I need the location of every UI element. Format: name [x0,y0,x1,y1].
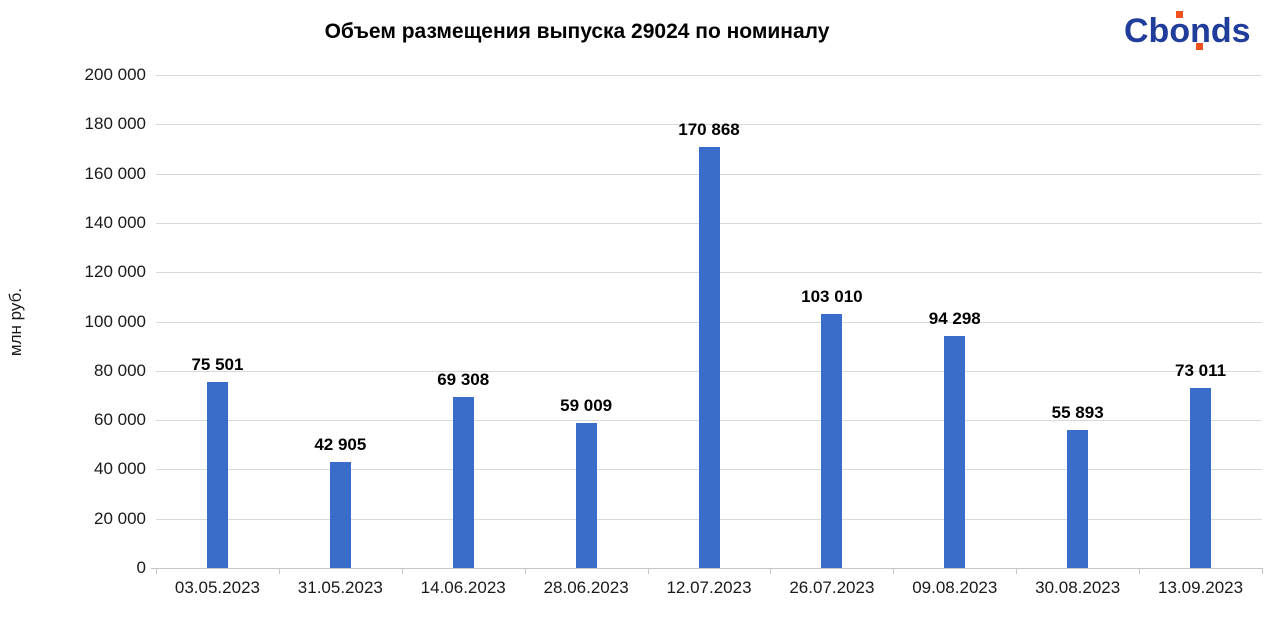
x-tick-label: 14.06.2023 [420,578,506,597]
bar-value-label: 94 298 [928,309,981,328]
bar [698,147,720,568]
bar-value-label: 55 893 [1051,403,1104,422]
x-axis-tick [1139,568,1141,574]
x-axis-tick [1016,568,1018,574]
y-tick-label: 100 000 [84,311,146,331]
x-tick-label: 31.05.2023 [297,578,383,597]
bar [821,314,843,568]
x-axis-tick [647,568,649,574]
x-tick-label: 13.09.2023 [1158,578,1244,597]
cbonds-logo-accent-square-bottom [1196,43,1203,50]
bar-value-label: 170 868 [678,120,740,139]
bar [206,382,228,568]
x-axis-tick [524,568,526,574]
gridline [156,124,1262,126]
bar-value-label: 42 905 [314,435,367,454]
chart-title: Объем размещения выпуска 29024 по номина… [324,20,830,43]
bar [452,397,474,568]
x-tick-label: 30.08.2023 [1035,578,1121,597]
y-tick-label: 180 000 [84,114,146,134]
bar-value-label: 73 011 [1175,361,1227,380]
cbonds-logo-accent-square-top [1176,11,1183,18]
x-tick-label: 09.08.2023 [912,578,998,597]
y-tick-label: 80 000 [94,360,146,380]
y-tick-label: 160 000 [84,163,146,183]
bar-value-label: 69 308 [437,370,490,389]
x-axis-tick [893,568,895,574]
bar [1190,388,1212,568]
y-tick-label: 0 [136,558,146,577]
y-tick-label: 140 000 [84,212,146,232]
x-tick-label: 03.05.2023 [174,578,260,597]
cbonds-logo-text: Cbonds [1124,12,1251,50]
y-tick-label: 60 000 [94,410,146,430]
bar [1067,430,1089,568]
y-tick-label: 20 000 [94,508,146,528]
x-axis-tick [770,568,772,574]
y-tick-label: 200 000 [84,65,146,84]
x-axis-tick [156,568,157,574]
x-axis-tick [401,568,403,574]
x-tick-label: 28.06.2023 [543,578,629,597]
x-axis-line [151,568,1262,569]
x-tick-label: 12.07.2023 [666,578,752,597]
bar-value-label: 75 501 [191,355,244,374]
cbonds-logo: Cbonds [1124,10,1260,52]
x-tick-label: 26.07.2023 [789,578,875,597]
bar [575,423,597,568]
bar [329,462,351,568]
bar [944,336,966,568]
x-axis-tick [1262,568,1263,574]
x-axis-tick [278,568,280,574]
y-tick-label: 40 000 [94,459,146,479]
y-tick-label: 120 000 [84,262,146,282]
bar-value-label: 59 009 [560,396,613,415]
bar-value-label: 103 010 [801,287,863,306]
gridline [156,75,1262,76]
